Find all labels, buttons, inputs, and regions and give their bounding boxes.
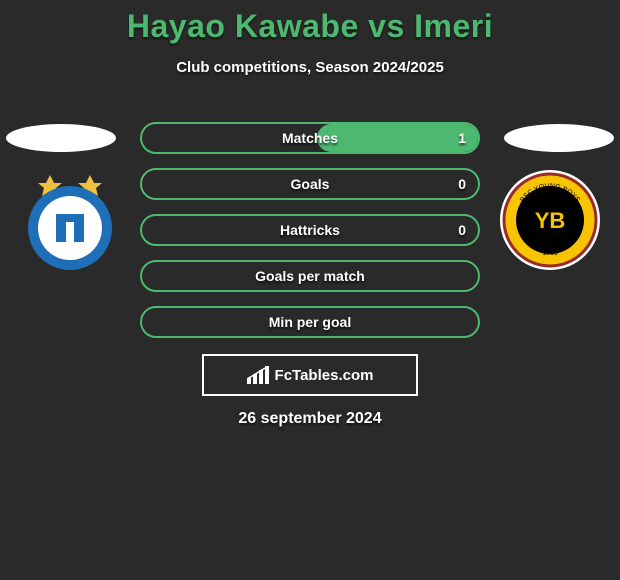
stat-row-min-per-goal: Min per goal <box>140 306 480 338</box>
stats-bars: Matches 1 Goals 0 Hattricks 0 Goals per … <box>140 122 480 352</box>
stat-row-goals: Goals 0 <box>140 168 480 200</box>
brand-link[interactable]: FcTables.com <box>202 354 418 396</box>
stat-row-goals-per-match: Goals per match <box>140 260 480 292</box>
brand-text: FcTables.com <box>275 367 374 384</box>
stat-fill-right <box>317 124 478 152</box>
stat-value-right: 0 <box>458 176 466 192</box>
stat-label: Goals per match <box>255 268 365 284</box>
stat-label: Matches <box>282 130 338 146</box>
date-text: 26 september 2024 <box>0 410 620 428</box>
stat-label: Hattricks <box>280 222 340 238</box>
right-player-flag <box>504 124 614 152</box>
stat-value-right: 1 <box>458 130 466 146</box>
stat-label: Goals <box>291 176 330 192</box>
left-player-flag <box>6 124 116 152</box>
svg-text:1898: 1898 <box>542 250 558 257</box>
right-team-crest: YB 1898 BSC YOUNG BOYS <box>500 170 600 270</box>
svg-text:YB: YB <box>535 208 566 233</box>
page-title: Hayao Kawabe vs Imeri <box>0 0 620 45</box>
left-team-crest <box>20 170 120 270</box>
stat-row-matches: Matches 1 <box>140 122 480 154</box>
stat-row-hattricks: Hattricks 0 <box>140 214 480 246</box>
bar-chart-icon <box>247 366 269 384</box>
stat-label: Min per goal <box>269 314 351 330</box>
stat-value-right: 0 <box>458 222 466 238</box>
page-subtitle: Club competitions, Season 2024/2025 <box>0 59 620 76</box>
